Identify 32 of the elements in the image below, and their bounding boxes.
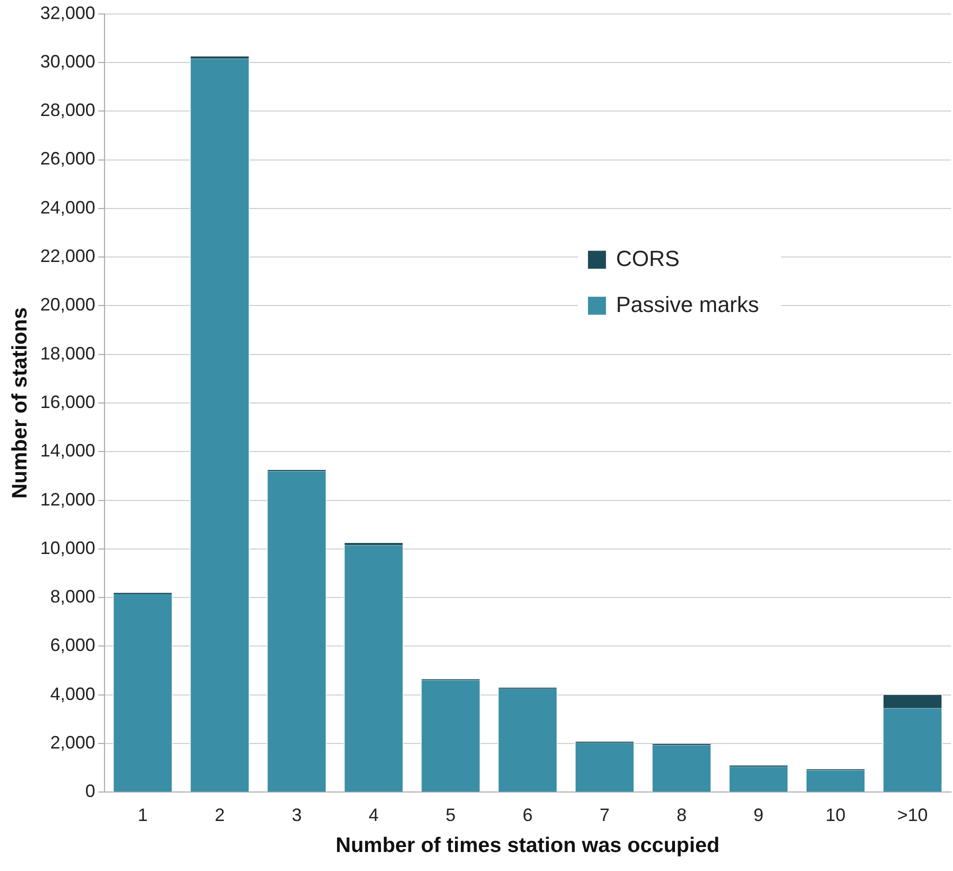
y-tick-label: 16,000 <box>40 392 96 412</box>
y-axis-title: Number of stations <box>8 307 32 499</box>
y-tick-label: 14,000 <box>40 440 96 461</box>
y-tick-label: 12,000 <box>40 489 96 510</box>
x-tick-label: >10 <box>897 804 928 825</box>
x-tick-label: 1 <box>138 804 148 825</box>
x-tick-label: 5 <box>446 804 456 825</box>
y-tick-label: 28,000 <box>40 100 96 120</box>
x-tick-label: 2 <box>214 804 225 825</box>
y-tick-label: 8,000 <box>50 586 96 607</box>
y-tick-label: 0 <box>85 781 96 802</box>
x-tick-label: 10 <box>826 804 846 825</box>
y-tick-label: 2,000 <box>50 732 96 753</box>
x-tick-label: 6 <box>522 804 533 825</box>
legend-label: Passive marks <box>616 292 760 317</box>
y-tick-label: 24,000 <box>40 197 96 218</box>
x-tick-label: 9 <box>754 804 764 825</box>
y-tick-label: 18,000 <box>40 343 96 364</box>
x-tick-label: 4 <box>368 804 379 825</box>
x-tick-label: 3 <box>292 804 302 825</box>
y-tick-label: 32,000 <box>40 2 96 23</box>
x-axis-title: Number of times station was occupied <box>336 834 720 858</box>
y-tick-label: 20,000 <box>40 294 96 315</box>
y-tick-label: 26,000 <box>40 148 96 169</box>
legend-label: CORS <box>616 246 680 271</box>
y-tick-label: 6,000 <box>50 635 96 656</box>
x-tick-label: 7 <box>600 804 610 825</box>
y-tick-label: 4,000 <box>50 684 96 704</box>
y-tick-label: 10,000 <box>40 538 96 558</box>
x-tick-label: 8 <box>676 804 687 825</box>
y-tick-label: 30,000 <box>40 51 96 72</box>
y-tick-label: 22,000 <box>40 246 96 266</box>
